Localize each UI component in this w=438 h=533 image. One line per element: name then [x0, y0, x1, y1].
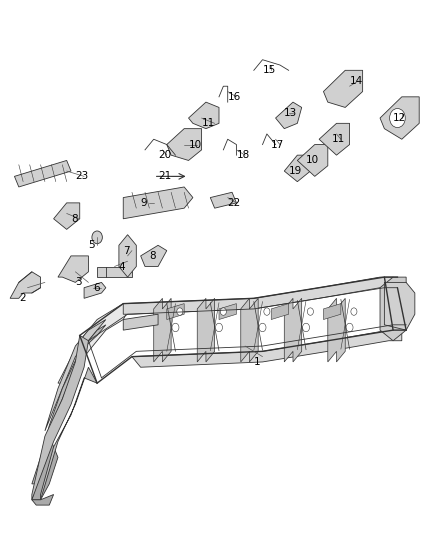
Polygon shape [123, 314, 158, 330]
Polygon shape [119, 235, 136, 277]
Text: 12: 12 [393, 113, 406, 123]
Text: 9: 9 [141, 198, 147, 208]
Text: 7: 7 [123, 246, 130, 256]
Text: 4: 4 [119, 262, 126, 271]
Polygon shape [123, 277, 393, 314]
Text: 20: 20 [158, 150, 171, 160]
Text: 6: 6 [93, 282, 99, 293]
Polygon shape [271, 304, 289, 319]
Polygon shape [188, 102, 219, 128]
Circle shape [390, 109, 405, 127]
Text: 10: 10 [306, 156, 319, 165]
Polygon shape [154, 298, 171, 362]
Text: 21: 21 [158, 172, 171, 181]
Text: 10: 10 [188, 140, 201, 150]
Text: 8: 8 [71, 214, 78, 224]
Polygon shape [284, 155, 311, 182]
Polygon shape [58, 256, 88, 282]
Polygon shape [197, 298, 215, 362]
Text: 11: 11 [201, 118, 215, 128]
Polygon shape [53, 203, 80, 229]
Polygon shape [84, 282, 106, 298]
Polygon shape [167, 128, 201, 160]
Polygon shape [45, 319, 106, 431]
Polygon shape [41, 367, 97, 500]
Circle shape [220, 308, 226, 316]
Polygon shape [32, 325, 106, 484]
Polygon shape [210, 192, 237, 208]
Polygon shape [141, 245, 167, 266]
Text: 13: 13 [284, 108, 297, 118]
Text: 22: 22 [228, 198, 241, 208]
Circle shape [215, 323, 223, 332]
Text: 1: 1 [254, 357, 261, 367]
Text: 23: 23 [75, 172, 88, 181]
Polygon shape [14, 160, 71, 187]
Polygon shape [276, 102, 302, 128]
Polygon shape [284, 298, 302, 362]
Polygon shape [10, 272, 41, 298]
Polygon shape [385, 282, 415, 330]
Circle shape [259, 323, 266, 332]
Circle shape [307, 308, 314, 316]
Text: 17: 17 [271, 140, 284, 150]
Text: 19: 19 [289, 166, 302, 176]
Polygon shape [323, 304, 341, 319]
Polygon shape [97, 266, 132, 277]
Polygon shape [319, 123, 350, 155]
Text: 3: 3 [75, 277, 82, 287]
Circle shape [92, 231, 102, 244]
Text: 5: 5 [88, 240, 95, 251]
Text: 18: 18 [237, 150, 250, 160]
Circle shape [172, 323, 179, 332]
Text: 8: 8 [149, 251, 156, 261]
Polygon shape [380, 277, 406, 341]
Circle shape [351, 308, 357, 316]
Polygon shape [32, 436, 58, 500]
Text: 11: 11 [332, 134, 346, 144]
Polygon shape [328, 298, 345, 362]
Polygon shape [323, 70, 363, 108]
Polygon shape [297, 144, 328, 176]
Text: 15: 15 [262, 66, 276, 75]
Polygon shape [32, 495, 53, 505]
Polygon shape [32, 335, 88, 500]
Text: 14: 14 [350, 76, 363, 86]
Polygon shape [380, 97, 419, 139]
Text: 16: 16 [228, 92, 241, 102]
Polygon shape [123, 187, 193, 219]
Polygon shape [241, 298, 258, 362]
Circle shape [303, 323, 310, 332]
Text: 2: 2 [19, 293, 25, 303]
Circle shape [346, 323, 353, 332]
Circle shape [264, 308, 270, 316]
Polygon shape [58, 304, 132, 383]
Polygon shape [219, 304, 237, 319]
Polygon shape [167, 304, 184, 319]
Polygon shape [132, 330, 402, 367]
Circle shape [177, 308, 183, 316]
